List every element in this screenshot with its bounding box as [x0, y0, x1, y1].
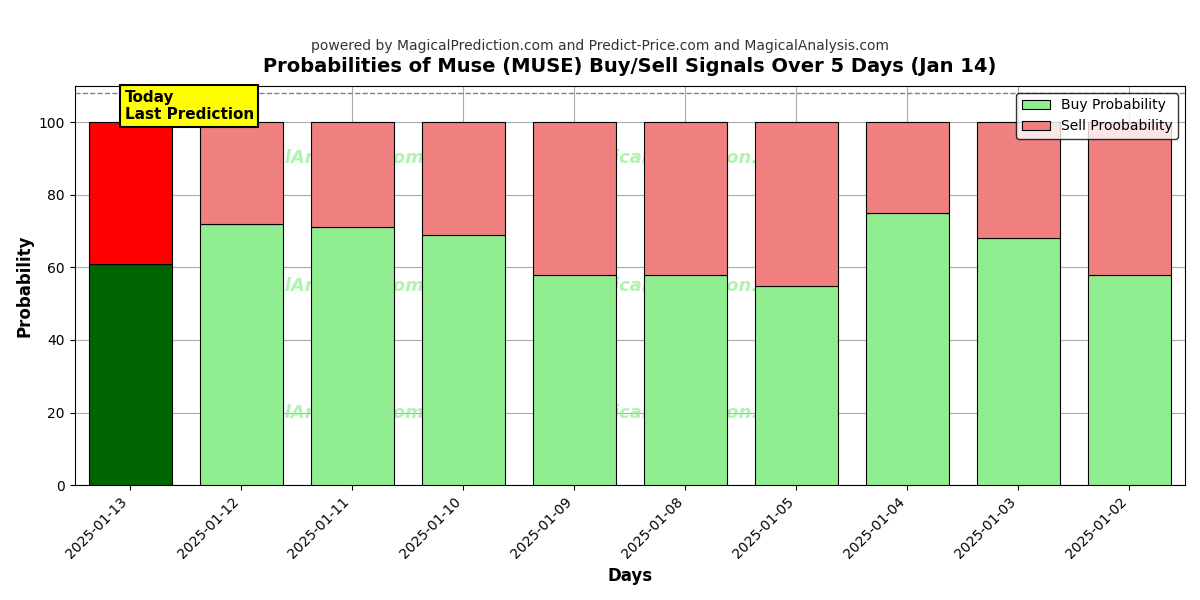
- Bar: [311, 227, 394, 485]
- Bar: [643, 122, 727, 275]
- Text: MagicalAnalysis.com: MagicalAnalysis.com: [214, 404, 425, 422]
- Bar: [199, 122, 283, 224]
- Bar: [533, 275, 616, 485]
- Title: Probabilities of Muse (MUSE) Buy/Sell Signals Over 5 Days (Jan 14): Probabilities of Muse (MUSE) Buy/Sell Si…: [263, 57, 996, 76]
- Bar: [643, 275, 727, 485]
- Bar: [533, 122, 616, 275]
- Bar: [1088, 122, 1171, 275]
- Text: Today
Last Prediction: Today Last Prediction: [125, 89, 254, 122]
- Bar: [89, 122, 172, 264]
- Bar: [1088, 275, 1171, 485]
- Text: powered by MagicalPrediction.com and Predict-Price.com and MagicalAnalysis.com: powered by MagicalPrediction.com and Pre…: [311, 39, 889, 53]
- Bar: [199, 224, 283, 485]
- Bar: [89, 264, 172, 485]
- Text: MagicalPrediction.com: MagicalPrediction.com: [570, 277, 800, 295]
- Bar: [311, 122, 394, 227]
- Bar: [421, 122, 505, 235]
- Bar: [977, 238, 1060, 485]
- Text: MagicalAnalysis.com: MagicalAnalysis.com: [214, 277, 425, 295]
- Text: MagicalPrediction.com: MagicalPrediction.com: [570, 404, 800, 422]
- Bar: [755, 286, 838, 485]
- Text: MagicalPrediction.com: MagicalPrediction.com: [570, 149, 800, 167]
- Legend: Buy Probability, Sell Proobability: Buy Probability, Sell Proobability: [1016, 93, 1178, 139]
- Bar: [977, 122, 1060, 238]
- Y-axis label: Probability: Probability: [16, 234, 34, 337]
- Text: MagicalAnalysis.com: MagicalAnalysis.com: [214, 149, 425, 167]
- Bar: [755, 122, 838, 286]
- Bar: [865, 213, 949, 485]
- Bar: [865, 122, 949, 213]
- X-axis label: Days: Days: [607, 567, 653, 585]
- Bar: [421, 235, 505, 485]
